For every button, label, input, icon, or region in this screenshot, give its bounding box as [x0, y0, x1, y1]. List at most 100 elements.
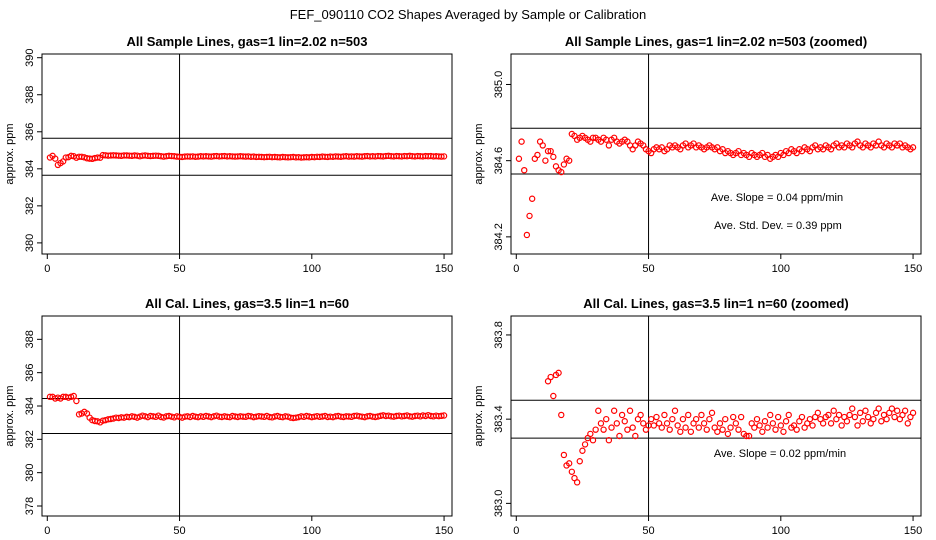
plot-frame: [41, 53, 453, 255]
data-point: [94, 154, 101, 161]
data-point: [581, 441, 589, 448]
data-point: [685, 411, 692, 419]
data-point: [901, 407, 909, 414]
data-point: [613, 420, 621, 427]
data-point: [722, 415, 729, 423]
data-point: [814, 409, 822, 417]
data-point: [698, 411, 705, 419]
data-point: [806, 415, 814, 423]
x-tick-label: 50: [642, 263, 654, 275]
data-point: [547, 373, 554, 381]
data-point: [515, 155, 523, 162]
data-point: [666, 426, 673, 433]
data-point: [653, 413, 660, 421]
data-point: [592, 426, 599, 433]
data-series: [544, 369, 917, 486]
data-point: [440, 412, 448, 419]
data-point: [626, 407, 634, 414]
data-point: [819, 420, 827, 427]
data-point: [729, 413, 737, 421]
data-point: [67, 152, 75, 160]
data-point: [677, 428, 684, 435]
y-axis-label: approx. ppm: [473, 385, 485, 446]
data-point: [558, 411, 565, 419]
data-series: [46, 392, 448, 426]
data-point: [526, 212, 533, 220]
panel-title: All Cal. Lines, gas=3.5 lin=1 n=60: [145, 296, 349, 311]
data-point: [774, 413, 782, 421]
data-point: [695, 424, 703, 431]
data-point: [637, 411, 644, 419]
data-point: [658, 424, 665, 431]
x-tick-label: 150: [904, 263, 922, 275]
data-point: [769, 420, 777, 427]
data-point: [438, 153, 445, 160]
data-point: [727, 424, 734, 431]
data-point: [835, 411, 843, 419]
data-point: [714, 428, 721, 435]
data-point: [555, 369, 562, 377]
data-point: [682, 424, 689, 431]
data-point: [759, 428, 766, 435]
data-point: [777, 422, 785, 429]
data-point: [878, 418, 885, 425]
data-point: [849, 405, 856, 412]
y-tick-label: 386: [24, 123, 36, 141]
data-point: [539, 142, 546, 149]
stats-annotation: Ave. Std. Dev. = 0.39 ppm: [714, 220, 842, 232]
data-point: [603, 415, 610, 423]
stats-annotation: Ave. Slope = 0.04 ppm/min: [711, 192, 843, 204]
data-point: [825, 411, 832, 419]
data-point: [716, 420, 724, 427]
data-point: [904, 420, 911, 427]
data-point: [708, 409, 716, 417]
plot-frame: [41, 315, 453, 517]
y-tick-label: 380: [24, 234, 36, 252]
data-point: [679, 415, 687, 423]
data-point: [523, 231, 531, 239]
data-point: [827, 420, 835, 427]
data-point: [864, 413, 872, 421]
x-tick-label: 50: [173, 263, 185, 275]
chart-panel-1: All Sample Lines, gas=1 lin=2.02 n=503 0 5…: [4, 34, 453, 275]
data-point: [608, 424, 615, 431]
figure-title: FEF_090110 CO2 Shapes Averaged by Sample…: [290, 7, 647, 22]
data-point: [568, 468, 576, 475]
chart-panel-2: All Sample Lines, gas=1 lin=2.02 n=503 (…: [473, 34, 922, 275]
x-tick-label: 100: [772, 263, 790, 275]
data-point: [743, 432, 750, 440]
panel-grid: All Sample Lines, gas=1 lin=2.02 n=503 0 5…: [4, 34, 922, 537]
x-tick-label: 0: [513, 525, 519, 537]
data-point: [565, 460, 573, 467]
data-point: [719, 426, 726, 433]
y-tick-label: 383.8: [493, 321, 505, 349]
x-tick-label: 50: [642, 525, 654, 537]
data-point: [605, 437, 613, 444]
data-point: [73, 397, 80, 405]
data-point: [875, 405, 882, 412]
data-point: [888, 405, 896, 412]
data-point: [692, 415, 700, 423]
chart-panel-4: All Cal. Lines, gas=3.5 lin=1 n=60 (zoom…: [473, 296, 922, 537]
x-tick-label: 150: [435, 263, 453, 275]
data-point: [650, 422, 658, 429]
data-point: [610, 407, 618, 414]
data-point: [621, 418, 628, 425]
y-tick-label: 386: [24, 363, 36, 381]
data-point: [550, 153, 557, 161]
data-point: [909, 144, 917, 151]
data-point: [870, 415, 877, 423]
data-point: [521, 166, 528, 174]
data-point: [700, 420, 708, 427]
data-series: [515, 130, 917, 239]
x-tick-label: 0: [513, 263, 519, 275]
data-point: [616, 432, 623, 440]
data-point: [618, 411, 626, 419]
y-tick-label: 388: [24, 330, 36, 348]
data-point: [782, 418, 790, 425]
x-tick-label: 100: [772, 525, 790, 537]
data-point: [640, 420, 647, 427]
chart-panel-3: All Cal. Lines, gas=3.5 lin=1 n=60 0 50 100…: [4, 296, 453, 537]
data-point: [600, 426, 607, 433]
data-point: [756, 422, 763, 429]
